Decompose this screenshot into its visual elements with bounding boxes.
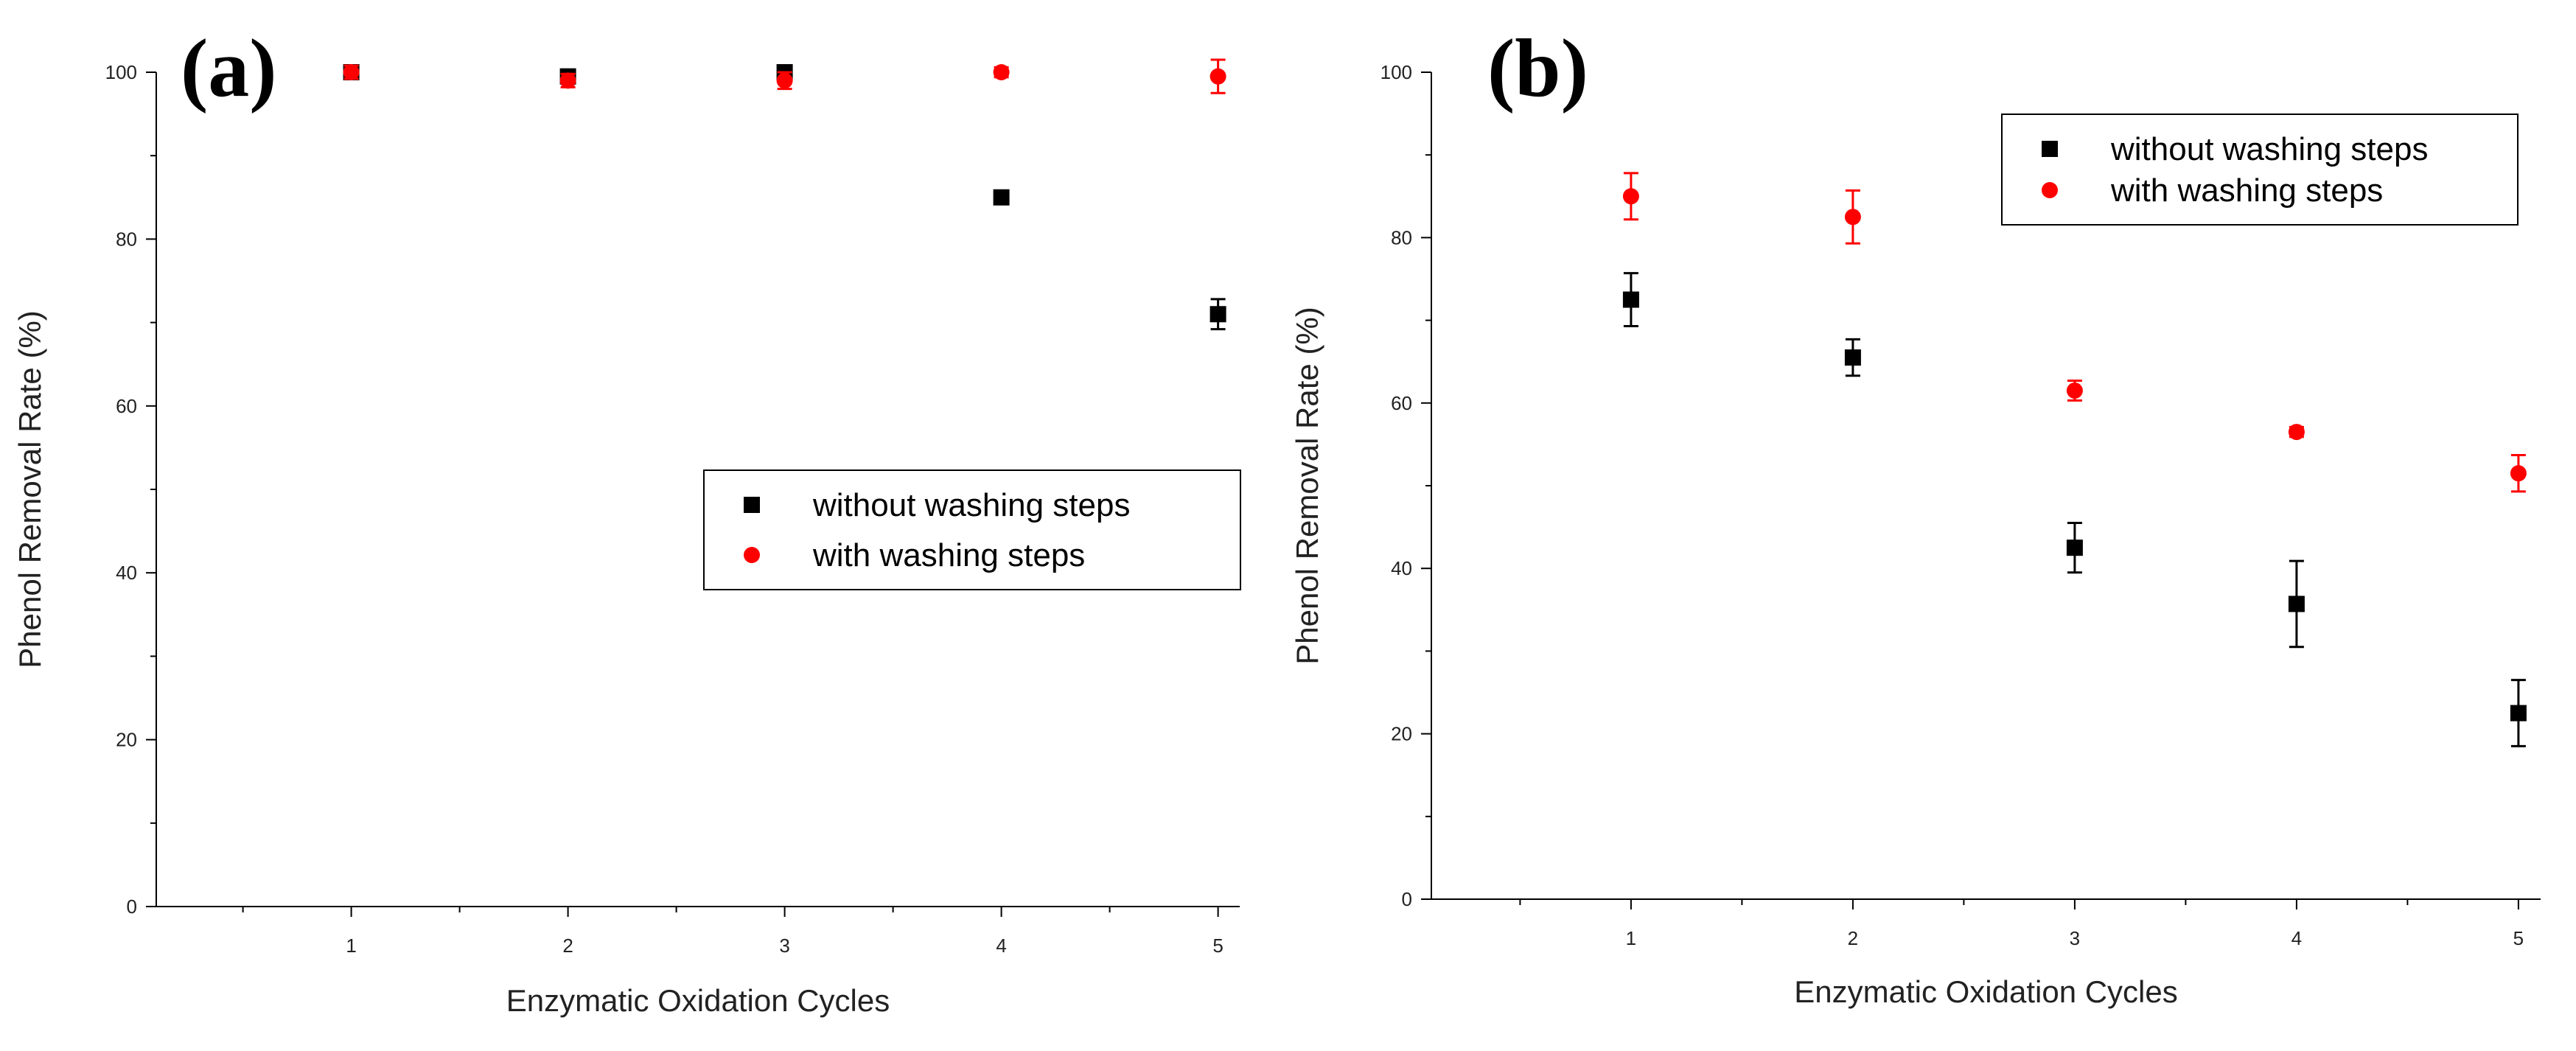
legend-marker-circle (744, 547, 760, 563)
x-tick-label: 5 (2513, 927, 2524, 949)
x-tick-label: 2 (1848, 927, 1858, 949)
y-tick-label: 40 (116, 562, 137, 584)
y-tick-label: 60 (1391, 392, 1412, 414)
data-point-square (1210, 306, 1226, 323)
y-tick-label: 0 (1402, 888, 1412, 910)
panel-b: 0 20 40 60 80 100 1 2 3 4 5 Enzymatic Oxidation Cyc… (1290, 23, 2541, 1009)
data-point-square (993, 189, 1010, 206)
data-point-square (1622, 291, 1639, 308)
legend-entry-label: with washing steps (2110, 172, 2383, 209)
data-point-circle (2288, 424, 2305, 441)
x-tick-label: 4 (996, 935, 1006, 957)
data-point-circle (2510, 465, 2527, 482)
legend-box (703, 469, 1241, 590)
x-axis-label: Enzymatic Oxidation Cycles (1794, 974, 2178, 1009)
x-tick-label: 3 (2070, 927, 2080, 949)
data-point-square (1844, 349, 1861, 366)
x-tick-label: 1 (1626, 927, 1636, 949)
legend-marker-square (2042, 141, 2058, 157)
panel-label: (a) (181, 23, 277, 114)
x-tick-label: 5 (1212, 935, 1223, 957)
x-tick-label: 2 (562, 935, 573, 957)
data-point-circle (1844, 209, 1861, 226)
y-tick-label: 80 (1391, 226, 1412, 248)
y-tick-label: 40 (1391, 557, 1412, 579)
x-axis-label: Enzymatic Oxidation Cycles (506, 983, 890, 1018)
panel-a: 0 20 40 60 80 100 1 2 3 4 5 Enzymatic Oxidation Cyc… (13, 23, 1241, 1018)
data-point-square (2510, 705, 2527, 722)
y-tick-label: 20 (1391, 723, 1412, 745)
data-point-circle (1210, 68, 1226, 85)
y-axis-label: Phenol Removal Rate (%) (1290, 307, 1324, 665)
x-tick-label: 1 (346, 935, 356, 957)
legend-marker-square (744, 497, 760, 513)
legend-entry-label: without washing steps (812, 487, 1130, 523)
legend-marker-circle (2042, 182, 2058, 198)
data-point-circle (343, 64, 360, 80)
legend-entry-label: without washing steps (2110, 131, 2428, 167)
x-tick-label: 4 (2291, 927, 2302, 949)
y-axis-label: Phenol Removal Rate (%) (13, 310, 47, 668)
x-tick-label: 3 (779, 935, 789, 957)
data-point-square (2288, 596, 2305, 612)
y-tick-label: 80 (116, 228, 137, 250)
y-tick-label: 60 (116, 395, 137, 417)
data-point-circle (993, 64, 1010, 80)
legend-entry-label: with washing steps (812, 537, 1085, 573)
y-tick-label: 100 (105, 61, 137, 83)
y-tick-label: 100 (1381, 61, 1412, 83)
legend-box (2001, 114, 2519, 226)
data-point-circle (559, 72, 576, 89)
data-point-square (2066, 540, 2083, 556)
y-tick-label: 20 (116, 729, 137, 751)
data-point-circle (2066, 382, 2083, 399)
data-point-circle (776, 72, 793, 89)
y-tick-label: 0 (127, 895, 137, 918)
panel-label: (b) (1487, 23, 1588, 114)
data-point-circle (1622, 188, 1639, 205)
